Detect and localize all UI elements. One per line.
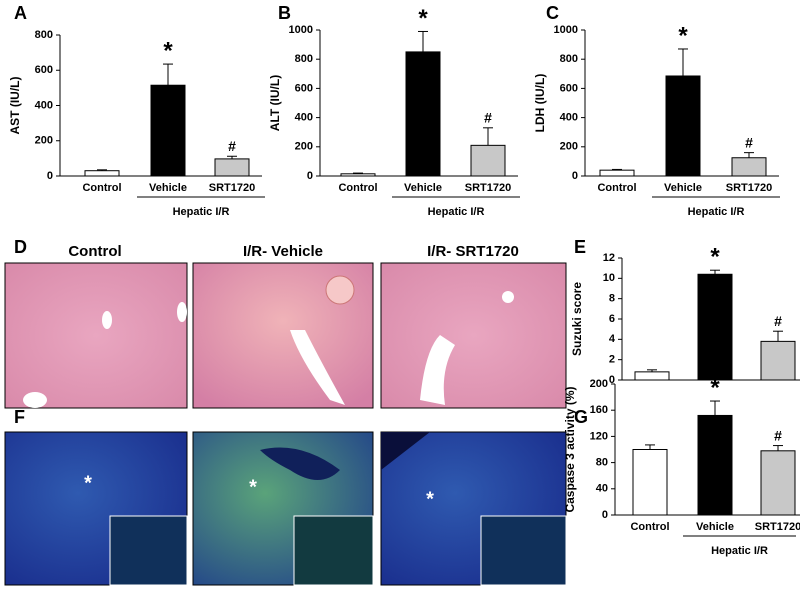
y-tick-label: 800 [560, 53, 578, 65]
fluorescence-images [4, 431, 567, 586]
marker: * [249, 476, 257, 498]
bar [697, 273, 733, 381]
y-tick-label: 600 [35, 64, 53, 76]
y-axis-label: AST (IU/L) [8, 77, 22, 135]
panel-letter: E [574, 237, 586, 257]
y-tick-label: 1000 [289, 24, 313, 36]
marker: * [426, 488, 434, 510]
bar [599, 169, 635, 177]
y-tick-label: 600 [560, 82, 578, 94]
significance-label: # [228, 138, 236, 154]
significance-label: * [678, 22, 688, 49]
bar [150, 84, 186, 177]
y-tick-label: 6 [609, 313, 615, 325]
y-tick-label: 600 [295, 82, 313, 94]
y-tick-label: 0 [609, 374, 615, 386]
x-tick-label: Control [82, 182, 121, 194]
significance-label: * [710, 244, 720, 271]
image-title: Control [68, 243, 121, 260]
y-tick-label: 1000 [554, 24, 578, 36]
y-tick-label: 40 [596, 483, 608, 495]
bar [340, 173, 376, 177]
bar [632, 449, 668, 516]
group-label: Hepatic I/R [711, 545, 768, 557]
panel-letter: B [278, 3, 291, 23]
y-tick-label: 800 [35, 29, 53, 41]
x-tick-label: Control [630, 521, 669, 533]
bar [665, 75, 701, 177]
y-axis-label: Caspase 3 activity (%) [563, 386, 577, 512]
y-tick-label: 2 [609, 354, 615, 366]
panel-letter: G [574, 407, 588, 427]
he-images [4, 262, 567, 409]
y-axis-label: ALT (IU/L) [268, 75, 282, 131]
y-tick-label: 200 [295, 141, 313, 153]
x-tick-label: Control [597, 182, 636, 194]
bar [697, 414, 733, 516]
y-tick-label: 400 [295, 112, 313, 124]
significance-label: * [163, 37, 173, 64]
x-tick-label: SRT1720 [465, 182, 511, 194]
x-tick-label: Control [338, 182, 377, 194]
x-tick-label: Vehicle [696, 521, 734, 533]
y-tick-label: 200 [35, 135, 53, 147]
significance-label: # [774, 313, 782, 329]
panel-letter: C [546, 3, 559, 23]
y-axis-label: Suzuki score [570, 282, 584, 356]
bar [760, 450, 796, 516]
y-axis-label: LDH (IU/L) [533, 74, 547, 133]
y-tick-label: 0 [572, 170, 578, 182]
x-tick-label: Vehicle [404, 182, 442, 194]
significance-label: # [484, 110, 492, 126]
y-tick-label: 0 [602, 509, 608, 521]
group-label: Hepatic I/R [173, 206, 230, 218]
x-tick-label: SRT1720 [726, 182, 772, 194]
bar [470, 144, 506, 177]
significance-label: * [418, 5, 428, 32]
significance-label: # [745, 134, 753, 150]
image-title: I/R- SRT1720 [427, 243, 519, 260]
y-tick-label: 120 [590, 430, 608, 442]
bar [405, 51, 441, 177]
y-tick-label: 10 [603, 272, 615, 284]
panel-letter: F [14, 407, 25, 427]
y-tick-label: 160 [590, 404, 608, 416]
bar [84, 170, 120, 177]
x-tick-label: Vehicle [664, 182, 702, 194]
panel-letter: D [14, 237, 27, 257]
significance-label: # [774, 427, 782, 443]
y-tick-label: 0 [307, 170, 313, 182]
bar [634, 371, 670, 381]
bar [214, 158, 250, 177]
marker: * [84, 472, 92, 494]
y-tick-label: 800 [295, 53, 313, 65]
panel-letter: A [14, 3, 27, 23]
x-tick-label: SRT1720 [755, 521, 800, 533]
y-tick-label: 400 [560, 112, 578, 124]
image-title: I/R- Vehicle [243, 243, 323, 260]
y-tick-label: 200 [560, 141, 578, 153]
significance-label: * [710, 374, 720, 401]
group-label: Hepatic I/R [428, 206, 485, 218]
y-tick-label: 400 [35, 99, 53, 111]
y-tick-label: 8 [609, 293, 615, 305]
x-tick-label: SRT1720 [209, 182, 255, 194]
y-tick-label: 0 [47, 170, 53, 182]
y-tick-label: 4 [609, 333, 616, 345]
bar [760, 340, 796, 381]
x-tick-label: Vehicle [149, 182, 187, 194]
bar [731, 157, 767, 177]
y-tick-label: 80 [596, 457, 608, 469]
y-tick-label: 12 [603, 252, 615, 264]
group-label: Hepatic I/R [688, 206, 745, 218]
y-tick-label: 200 [590, 378, 608, 390]
